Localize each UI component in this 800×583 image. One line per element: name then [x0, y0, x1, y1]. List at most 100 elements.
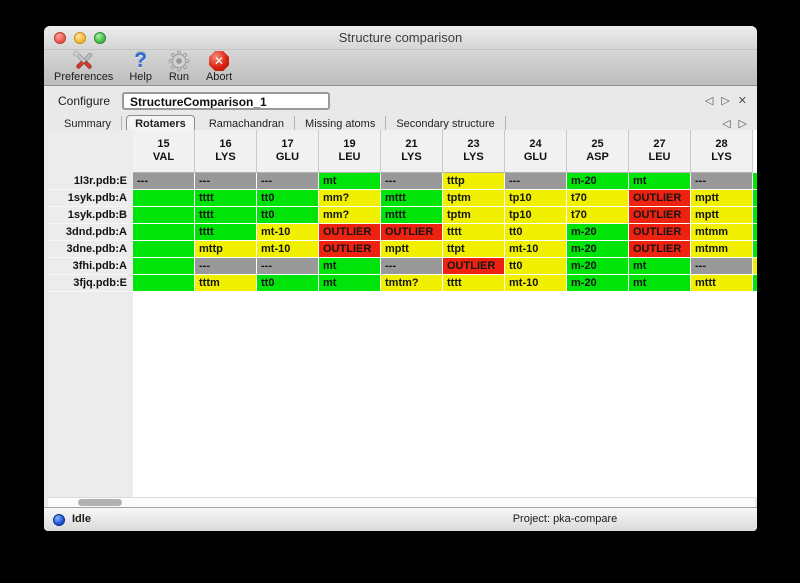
rotamer-cell[interactable]: --- — [381, 173, 443, 190]
rotamer-cell[interactable]: tttt — [443, 224, 505, 241]
rotamer-cell[interactable]: --- — [691, 258, 753, 275]
rotamer-cell[interactable]: mttt — [381, 207, 443, 224]
rotamer-cell[interactable] — [133, 241, 195, 258]
rotamer-cell[interactable]: mt — [629, 173, 691, 190]
preferences-button[interactable]: Preferences — [54, 50, 113, 83]
row-label[interactable]: 1l3r.pdb:E — [48, 173, 133, 190]
rotamer-cell[interactable]: OUTLIER — [319, 224, 381, 241]
rotamer-cell[interactable]: mptt — [691, 190, 753, 207]
rotamer-cell[interactable]: ttpt — [443, 241, 505, 258]
rotamer-cell[interactable]: tt0 — [257, 190, 319, 207]
rotamer-cell[interactable]: m-20 — [567, 241, 629, 258]
row-label[interactable]: 3fhi.pdb:A — [48, 258, 133, 275]
rotamer-cell[interactable]: tp10 — [505, 207, 567, 224]
rotamer-cell[interactable]: m-20 — [567, 275, 629, 292]
prev-configuration-icon[interactable]: ◁ — [704, 95, 714, 107]
rotamer-cell[interactable]: tptm — [443, 190, 505, 207]
horizontal-scrollbar[interactable] — [48, 497, 755, 507]
rotamer-cell[interactable]: tttt — [443, 275, 505, 292]
rotamer-cell[interactable]: --- — [257, 258, 319, 275]
rotamer-cell[interactable]: tp10 — [505, 190, 567, 207]
row-label[interactable]: 1syk.pdb:B — [48, 207, 133, 224]
abort-button[interactable]: ✕ Abort — [206, 50, 232, 83]
prev-tab-icon[interactable]: ◁ — [722, 118, 731, 130]
column-header-17[interactable]: 17 GLU — [257, 130, 319, 173]
rotamer-cell[interactable]: OUTLIER — [629, 241, 691, 258]
rotamer-cell[interactable]: mtmm — [691, 224, 753, 241]
rotamer-cell[interactable]: mt-10 — [257, 224, 319, 241]
column-header-21[interactable]: 21 LYS — [381, 130, 443, 173]
rotamer-cell[interactable]: mt — [319, 275, 381, 292]
column-header-27[interactable]: 27 LEU — [629, 130, 691, 173]
next-tab-icon[interactable]: ▷ — [738, 118, 747, 130]
rotamer-cell[interactable]: --- — [133, 173, 195, 190]
rotamer-cell[interactable]: mt-10 — [505, 275, 567, 292]
rotamer-cell[interactable] — [133, 190, 195, 207]
rotamer-cell[interactable]: mttt — [381, 190, 443, 207]
close-window-button[interactable] — [54, 32, 66, 44]
rotamer-cell[interactable]: mt-10 — [257, 241, 319, 258]
rotamer-cell[interactable]: m-20 — [567, 173, 629, 190]
rotamer-cell[interactable]: tttt — [195, 190, 257, 207]
column-header-28[interactable]: 28 LYS — [691, 130, 753, 173]
rotamer-cell[interactable] — [133, 207, 195, 224]
column-header-19[interactable]: 19 LEU — [319, 130, 381, 173]
rotamer-cell[interactable]: mttp — [195, 241, 257, 258]
rotamer-cell[interactable]: mm? — [319, 207, 381, 224]
rotamer-cell[interactable]: tttm — [195, 275, 257, 292]
column-header-23[interactable]: 23 LYS — [443, 130, 505, 173]
row-label[interactable]: 3dnd.pdb:A — [48, 224, 133, 241]
rotamer-cell[interactable]: tt0 — [505, 224, 567, 241]
rotamer-cell[interactable]: --- — [505, 173, 567, 190]
scrollbar-thumb[interactable] — [78, 499, 122, 506]
row-label[interactable]: 1syk.pdb:A — [48, 190, 133, 207]
rotamer-cell[interactable]: mt — [319, 258, 381, 275]
rotamer-cell[interactable]: OUTLIER — [629, 224, 691, 241]
rotamer-cell[interactable]: OUTLIER — [381, 224, 443, 241]
rotamer-cell[interactable]: t70 — [567, 207, 629, 224]
rotamer-cell[interactable]: mptt — [691, 207, 753, 224]
rotamer-cell[interactable]: OUTLIER — [319, 241, 381, 258]
rotamer-cell[interactable]: mtmm — [691, 241, 753, 258]
rotamer-cell[interactable]: mt — [629, 258, 691, 275]
close-configuration-icon[interactable]: ✕ — [737, 95, 747, 107]
rotamer-cell[interactable]: --- — [381, 258, 443, 275]
rotamer-cell[interactable]: mt-10 — [505, 241, 567, 258]
rotamer-cell[interactable]: OUTLIER — [629, 207, 691, 224]
configure-name-field[interactable]: StructureComparison_1 — [122, 92, 331, 110]
help-button[interactable]: ? Help — [129, 50, 152, 83]
minimize-window-button[interactable] — [74, 32, 86, 44]
rotamer-cell[interactable]: OUTLIER — [629, 190, 691, 207]
rotamer-cell[interactable]: --- — [195, 258, 257, 275]
rotamer-cell[interactable]: tttp — [443, 173, 505, 190]
rotamer-cell[interactable]: OUTLIER — [443, 258, 505, 275]
rotamer-cell[interactable]: t70 — [567, 190, 629, 207]
rotamer-cell[interactable] — [133, 275, 195, 292]
tab-summary[interactable]: Summary — [54, 115, 123, 133]
next-configuration-icon[interactable]: ▷ — [721, 95, 730, 107]
rotamer-cell[interactable]: tt0 — [257, 207, 319, 224]
run-button[interactable]: Run — [168, 50, 190, 83]
column-header-16[interactable]: 16 LYS — [195, 130, 257, 173]
titlebar[interactable]: Structure comparison — [44, 26, 757, 50]
rotamer-cell[interactable]: mt — [629, 275, 691, 292]
column-header-25[interactable]: 25 ASP — [567, 130, 629, 173]
rotamer-cell[interactable]: tt0 — [505, 258, 567, 275]
rotamer-cell[interactable]: tt0 — [257, 275, 319, 292]
rotamer-cell[interactable]: mm? — [319, 190, 381, 207]
zoom-window-button[interactable] — [94, 32, 106, 44]
rotamer-cell[interactable] — [133, 258, 195, 275]
rotamer-cell[interactable]: --- — [691, 173, 753, 190]
rotamer-cell[interactable]: m-20 — [567, 258, 629, 275]
row-label[interactable]: 3fjq.pdb:E — [48, 275, 133, 292]
rotamer-cell[interactable]: --- — [195, 173, 257, 190]
tab-missing-atoms[interactable]: Missing atoms — [295, 115, 387, 133]
tab-secondary-structure[interactable]: Secondary structure — [386, 115, 506, 133]
rotamer-cell[interactable] — [133, 224, 195, 241]
rotamer-cell[interactable]: mt — [319, 173, 381, 190]
rotamer-cell[interactable]: tptm — [443, 207, 505, 224]
rotamer-cell[interactable]: mptt — [381, 241, 443, 258]
rotamer-cell[interactable]: tttt — [195, 224, 257, 241]
rotamer-cell[interactable]: tmtm? — [381, 275, 443, 292]
rotamer-cell[interactable]: --- — [257, 173, 319, 190]
